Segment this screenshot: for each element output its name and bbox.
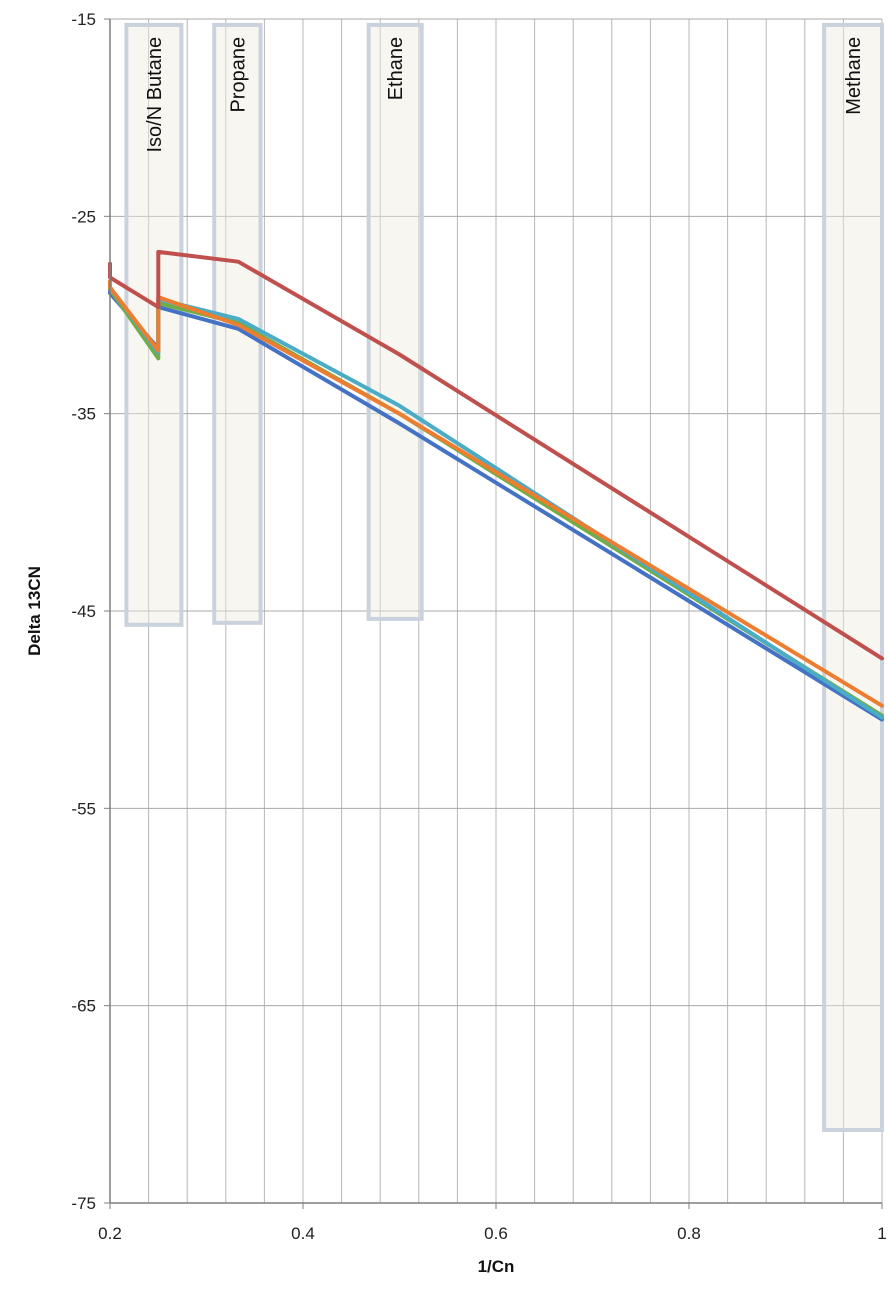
x-tick-label: 1 xyxy=(877,1224,886,1243)
y-tick-label: -65 xyxy=(71,997,96,1016)
y-axis-title: Delta 13CN xyxy=(25,566,44,656)
x-axis-title: 1/Cn xyxy=(478,1257,515,1276)
tick-labels: -15 -25 -35 -45 -55 -65 -750.2 0.4 0.6 0.8 1 xyxy=(71,10,886,1243)
band-rect xyxy=(366,22,424,621)
category-bands: Iso/N Butane Propane Ethane Methane xyxy=(124,22,884,1132)
y-tick-label: -35 xyxy=(71,405,96,424)
band-label: Ethane xyxy=(385,37,407,100)
band-label: Iso/N Butane xyxy=(144,37,166,153)
y-tick-label: -55 xyxy=(71,799,96,818)
x-tick-label: 0.6 xyxy=(484,1224,508,1243)
band-label: Propane xyxy=(227,37,249,113)
axes xyxy=(104,18,883,1209)
y-tick-label: -75 xyxy=(71,1194,96,1213)
band-label: Methane xyxy=(843,37,865,115)
y-tick-label: -45 xyxy=(71,602,96,621)
x-tick-label: 0.8 xyxy=(677,1224,701,1243)
x-tick-label: 0.2 xyxy=(98,1224,122,1243)
y-tick-label: -15 xyxy=(71,10,96,29)
x-tick-label: 0.4 xyxy=(291,1224,315,1243)
band-rect xyxy=(822,22,884,1132)
grid xyxy=(109,18,883,1204)
y-tick-label: -25 xyxy=(71,207,96,226)
